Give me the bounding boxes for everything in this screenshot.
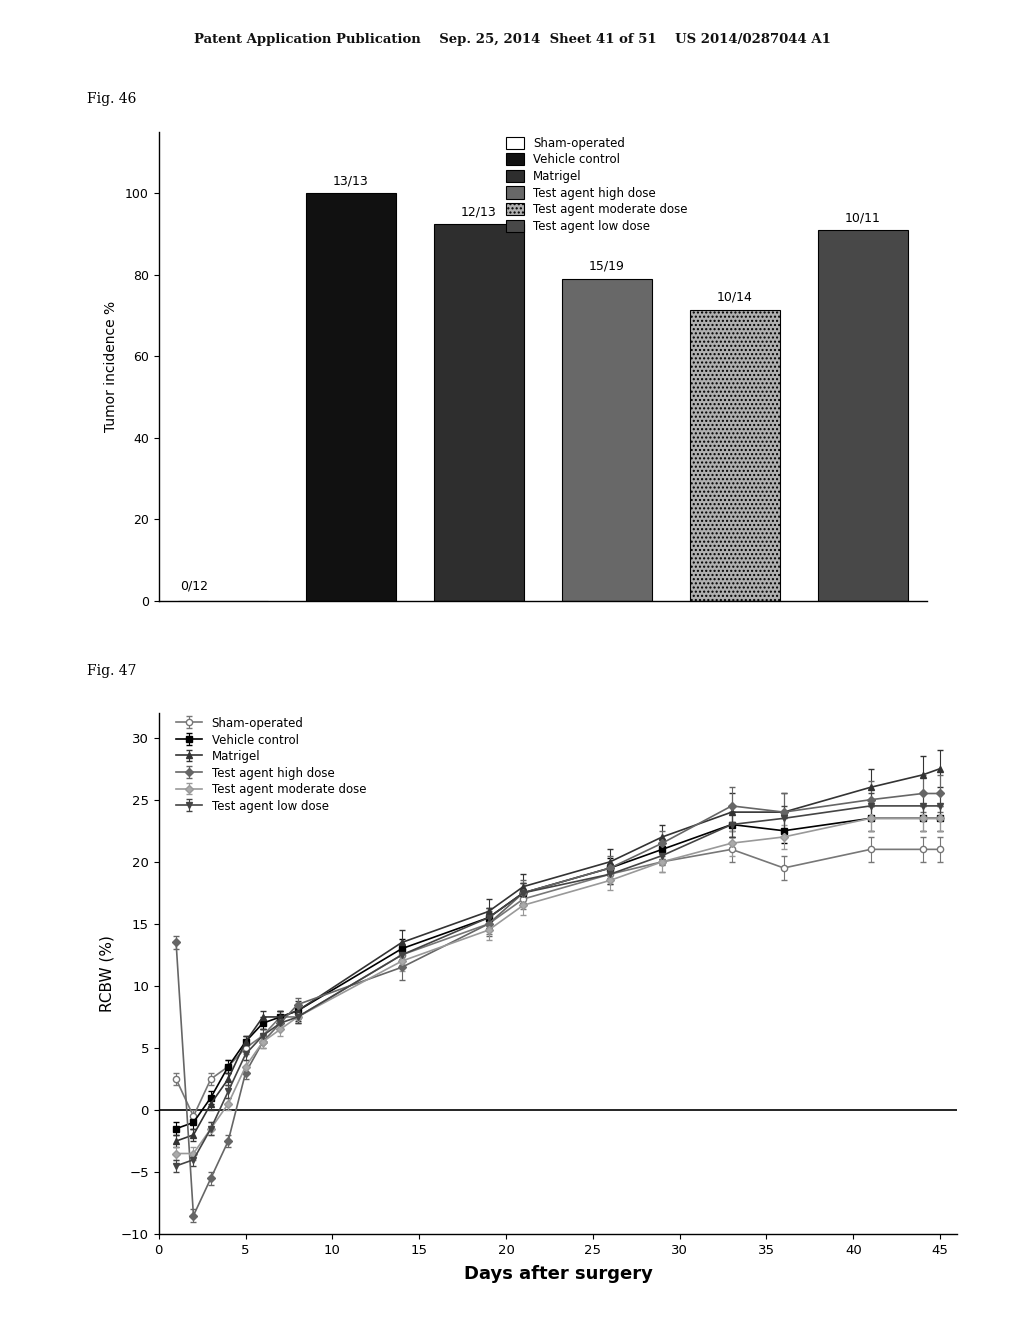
X-axis label: Days after surgery: Days after surgery <box>464 1266 652 1283</box>
Text: Fig. 46: Fig. 46 <box>87 92 136 107</box>
Text: Fig. 47: Fig. 47 <box>87 664 136 678</box>
Text: 10/11: 10/11 <box>845 211 881 224</box>
Bar <box>818 230 907 601</box>
Bar <box>306 193 395 601</box>
Text: 13/13: 13/13 <box>333 174 369 187</box>
Text: 12/13: 12/13 <box>461 206 497 218</box>
Text: 15/19: 15/19 <box>589 260 625 273</box>
Legend: Sham-operated, Vehicle control, Matrigel, Test agent high dose, Test agent moder: Sham-operated, Vehicle control, Matrigel… <box>503 133 691 236</box>
Text: 0/12: 0/12 <box>180 579 209 593</box>
Y-axis label: Tumor incidence %: Tumor incidence % <box>104 301 118 432</box>
Bar <box>434 224 523 601</box>
Legend: Sham-operated, Vehicle control, Matrigel, Test agent high dose, Test agent moder: Sham-operated, Vehicle control, Matrigel… <box>173 714 370 816</box>
Text: 10/14: 10/14 <box>717 290 753 304</box>
Bar <box>690 310 779 601</box>
Bar <box>562 279 651 601</box>
Y-axis label: RCBW (%): RCBW (%) <box>99 935 114 1012</box>
Text: Patent Application Publication    Sep. 25, 2014  Sheet 41 of 51    US 2014/02870: Patent Application Publication Sep. 25, … <box>194 33 830 46</box>
